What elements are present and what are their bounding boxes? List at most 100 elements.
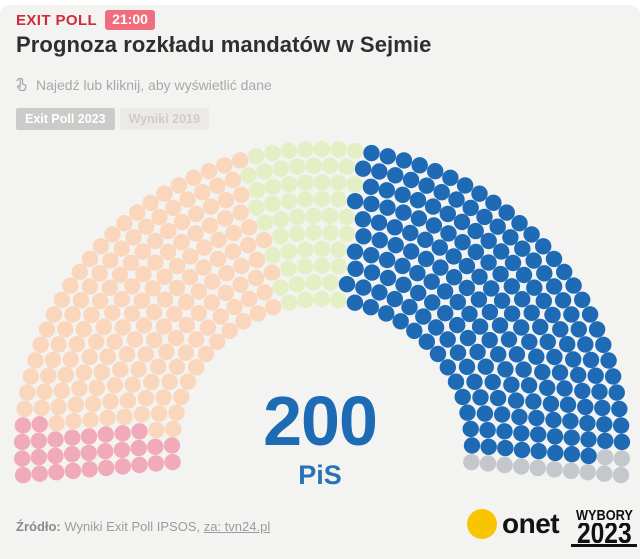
seat-dot[interactable] bbox=[378, 305, 395, 322]
seat-dot[interactable] bbox=[145, 303, 163, 321]
seat-dot[interactable] bbox=[515, 361, 532, 378]
seat-dot[interactable] bbox=[424, 198, 442, 215]
seat-dot[interactable] bbox=[173, 213, 191, 231]
seat-dot[interactable] bbox=[150, 358, 167, 375]
seat-dot[interactable] bbox=[565, 277, 582, 294]
seat-dot[interactable] bbox=[101, 279, 118, 296]
seat-dot[interactable] bbox=[594, 399, 611, 417]
seat-dot[interactable] bbox=[459, 329, 477, 347]
seat-dot[interactable] bbox=[305, 157, 322, 174]
seat-dot[interactable] bbox=[580, 447, 597, 465]
seat-dot[interactable] bbox=[545, 250, 563, 268]
seat-dot[interactable] bbox=[289, 158, 306, 175]
seat-dot[interactable] bbox=[264, 195, 281, 213]
seat-dot[interactable] bbox=[371, 163, 388, 180]
seat-dot[interactable] bbox=[313, 190, 331, 208]
seat-dot[interactable] bbox=[156, 291, 174, 308]
seat-dot[interactable] bbox=[125, 229, 142, 246]
seat-dot[interactable] bbox=[562, 412, 579, 430]
seat-dot[interactable] bbox=[31, 416, 48, 433]
seat-dot[interactable] bbox=[241, 219, 258, 236]
seat-dot[interactable] bbox=[64, 462, 82, 479]
seat-dot[interactable] bbox=[491, 317, 509, 334]
seat-dot[interactable] bbox=[221, 322, 238, 339]
seat-dot[interactable] bbox=[579, 415, 596, 432]
seat-dot[interactable] bbox=[248, 148, 265, 165]
seat-dot[interactable] bbox=[562, 462, 580, 479]
seat-dot[interactable] bbox=[462, 420, 479, 438]
seat-dot[interactable] bbox=[355, 228, 372, 245]
seat-dot[interactable] bbox=[133, 292, 151, 309]
seat-dot[interactable] bbox=[459, 404, 476, 421]
seat-dot[interactable] bbox=[57, 366, 74, 384]
seat-dot[interactable] bbox=[62, 277, 79, 294]
seat-dot[interactable] bbox=[104, 304, 121, 321]
seat-dot[interactable] bbox=[379, 148, 396, 165]
seat-dot[interactable] bbox=[111, 266, 129, 284]
seat-dot[interactable] bbox=[264, 178, 282, 195]
seat-dot[interactable] bbox=[102, 393, 119, 410]
seat-dot[interactable] bbox=[135, 265, 152, 283]
seat-dot[interactable] bbox=[182, 248, 199, 265]
seat-dot[interactable] bbox=[133, 406, 151, 423]
seat-dot[interactable] bbox=[36, 383, 53, 400]
seat-dot[interactable] bbox=[528, 348, 545, 365]
seat-dot[interactable] bbox=[480, 232, 497, 250]
tab-wyniki-2019[interactable]: Wyniki 2019 bbox=[119, 108, 209, 130]
seat-dot[interactable] bbox=[204, 273, 221, 290]
seat-dot[interactable] bbox=[56, 321, 74, 338]
seat-dot[interactable] bbox=[289, 208, 306, 226]
seat-dot[interactable] bbox=[147, 438, 164, 455]
seat-dot[interactable] bbox=[88, 379, 106, 396]
seat-dot[interactable] bbox=[415, 308, 432, 325]
seat-dot[interactable] bbox=[338, 225, 356, 242]
seat-dot[interactable] bbox=[514, 240, 531, 257]
seat-dot[interactable] bbox=[147, 254, 164, 271]
seat-dot[interactable] bbox=[233, 186, 250, 203]
seat-dot[interactable] bbox=[458, 358, 476, 375]
seat-dot[interactable] bbox=[439, 331, 456, 348]
seat-dot[interactable] bbox=[313, 174, 331, 191]
seat-dot[interactable] bbox=[445, 269, 463, 286]
seat-dot[interactable] bbox=[386, 290, 403, 308]
seat-dot[interactable] bbox=[442, 169, 459, 186]
seat-dot[interactable] bbox=[135, 317, 153, 334]
seat-dot[interactable] bbox=[520, 377, 538, 394]
seat-dot[interactable] bbox=[546, 461, 563, 478]
seat-dot[interactable] bbox=[600, 352, 617, 369]
seat-dot[interactable] bbox=[470, 291, 488, 308]
seat-dot[interactable] bbox=[338, 276, 356, 293]
seat-dot[interactable] bbox=[75, 321, 92, 338]
seat-dot[interactable] bbox=[363, 247, 380, 264]
seat-dot[interactable] bbox=[65, 412, 82, 430]
seat-dot[interactable] bbox=[82, 411, 99, 429]
seat-dot[interactable] bbox=[480, 438, 497, 455]
seat-dot[interactable] bbox=[72, 292, 90, 309]
seat-dot[interactable] bbox=[387, 237, 404, 254]
seat-dot[interactable] bbox=[216, 157, 233, 174]
seat-dot[interactable] bbox=[217, 192, 235, 209]
seat-dot[interactable] bbox=[612, 417, 630, 434]
seat-dot[interactable] bbox=[201, 217, 219, 234]
seat-dot[interactable] bbox=[523, 304, 540, 321]
seat-dot[interactable] bbox=[168, 257, 186, 275]
seat-dot[interactable] bbox=[427, 163, 444, 180]
seat-dot[interactable] bbox=[53, 382, 70, 400]
seat-dot[interactable] bbox=[436, 283, 454, 300]
seat-dot[interactable] bbox=[232, 276, 249, 293]
seat-dot[interactable] bbox=[19, 384, 36, 401]
seat-dot[interactable] bbox=[38, 321, 56, 338]
seat-dot[interactable] bbox=[440, 225, 457, 242]
seat-dot[interactable] bbox=[395, 152, 413, 169]
seat-dot[interactable] bbox=[83, 306, 100, 324]
seat-dot[interactable] bbox=[167, 329, 185, 347]
seat-dot[interactable] bbox=[203, 294, 220, 311]
seat-dot[interactable] bbox=[500, 331, 518, 348]
seat-dot[interactable] bbox=[197, 345, 215, 363]
seat-dot[interactable] bbox=[248, 251, 266, 269]
seat-dot[interactable] bbox=[305, 224, 322, 241]
seat-dot[interactable] bbox=[75, 364, 93, 381]
seat-dot[interactable] bbox=[454, 388, 471, 406]
seat-dot[interactable] bbox=[525, 393, 542, 410]
seat-dot[interactable] bbox=[112, 361, 129, 378]
